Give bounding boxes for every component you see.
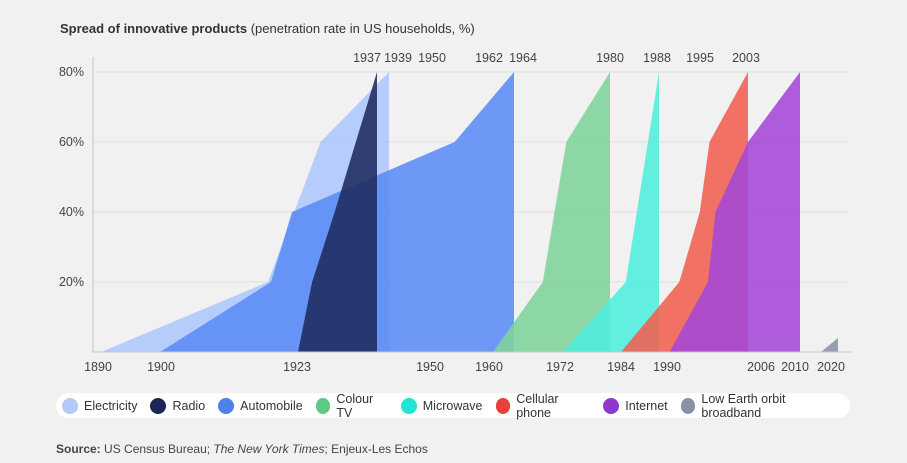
area-low-earth-orbit-broadband: [820, 338, 838, 352]
x-tick-label: 1990: [653, 360, 681, 374]
legend: Electricity Radio Automobile Colour TV Micro…: [56, 391, 850, 420]
x-tick-label: 1923: [283, 360, 311, 374]
y-tick-label: 40%: [59, 205, 84, 219]
x-tick-label: 1972: [546, 360, 574, 374]
axes: [92, 57, 852, 353]
source-note: Source: US Census Bureau; The New York T…: [56, 442, 428, 456]
legend-item: Electricity: [62, 397, 138, 414]
legend-item: Cellular phone: [495, 391, 591, 420]
legend-swatch-icon: [400, 397, 417, 414]
source-text-1: US Census Bureau;: [100, 442, 214, 456]
x-tick-label: 2010: [781, 360, 809, 374]
top-year-label: 1939: [384, 51, 412, 65]
top-year-label: 1964: [509, 51, 537, 65]
x-tick-label: 1960: [475, 360, 503, 374]
legend-swatch-icon: [680, 397, 696, 414]
top-year-label: 1988: [643, 51, 671, 65]
legend-swatch-icon: [495, 397, 511, 414]
top-year-label: 1995: [686, 51, 714, 65]
legend-label: Colour TV: [336, 391, 374, 420]
area-microwave: [563, 72, 659, 352]
x-tick-label: 1984: [607, 360, 635, 374]
y-tick-label: 20%: [59, 275, 84, 289]
top-year-label: 1937: [353, 51, 381, 65]
area-internet: [669, 72, 800, 352]
legend-swatch-icon: [150, 397, 167, 414]
legend-label: Cellular phone: [516, 391, 559, 420]
legend-item: Colour TV: [315, 391, 388, 420]
top-year-label: 1950: [418, 51, 446, 65]
source-text-2: ; Enjeux-Les Echos: [324, 442, 428, 456]
area-colour-tv: [493, 72, 610, 352]
legend-swatch-icon: [315, 397, 331, 414]
x-tick-label: 2006: [747, 360, 775, 374]
x-tick-label: 2020: [817, 360, 845, 374]
legend-label: Microwave: [422, 398, 483, 413]
top-year-label: 2003: [732, 51, 760, 65]
x-tick-label: 1890: [84, 360, 112, 374]
x-tick-label: 1900: [147, 360, 175, 374]
y-tick-label: 60%: [59, 135, 84, 149]
area-radio: [298, 72, 377, 352]
series-areas: [101, 72, 838, 352]
legend-label: Internet: [625, 398, 668, 413]
legend-item: Microwave: [400, 397, 483, 414]
chart-title: Spread of innovative products (penetrati…: [60, 21, 475, 36]
legend-label: Electricity: [84, 398, 138, 413]
x-tick-label: 1950: [416, 360, 444, 374]
legend-swatch-icon: [62, 397, 78, 414]
legend-item: Low Earth orbit broadband: [680, 391, 837, 420]
legend-label: Low Earth orbit broadband: [701, 391, 786, 420]
top-year-label: 1962: [475, 51, 503, 65]
legend-label: Automobile: [240, 398, 303, 413]
source-italic: The New York Times: [213, 442, 325, 456]
legend-item: Radio: [150, 397, 206, 414]
legend-swatch-icon: [218, 397, 235, 414]
legend-item: Internet: [603, 397, 668, 414]
chart-area: 20% 40% 60% 80% 1890 1900 1923 1950 1960 1972 1984…: [59, 51, 852, 374]
chart-title-main: Spread of innovative products: [60, 21, 248, 36]
legend-swatch-icon: [603, 397, 620, 414]
legend-label: Radio: [172, 398, 206, 413]
source-label: Source:: [56, 442, 101, 456]
top-year-label: 1980: [596, 51, 624, 65]
tick-labels: 20% 40% 60% 80% 1890 1900 1923 1950 1960 1972 1984…: [59, 51, 845, 374]
legend-item: Automobile: [218, 397, 303, 414]
y-tick-label: 80%: [59, 65, 84, 79]
chart-subtitle: (penetration rate in US households, %): [250, 21, 475, 36]
